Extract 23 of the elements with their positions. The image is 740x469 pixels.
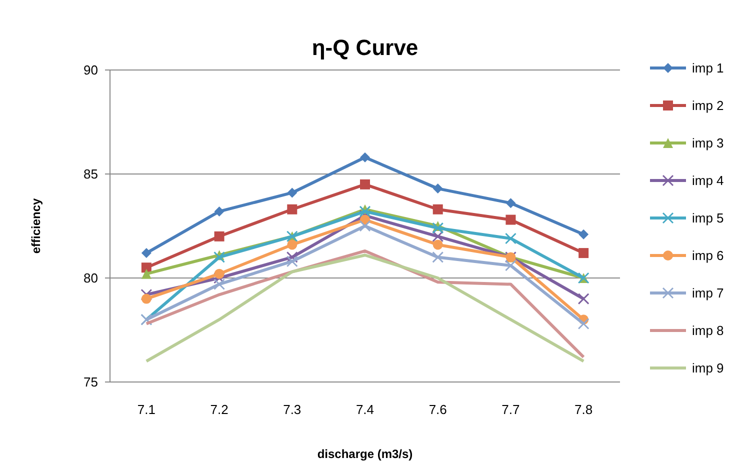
legend-label: imp 1 [692, 60, 724, 76]
chart-title: η-Q Curve [312, 35, 418, 60]
legend-label: imp 8 [692, 323, 724, 338]
x-tick-label: 7.7 [502, 402, 520, 417]
y-tick-label: 90 [84, 62, 98, 78]
legend-label: imp 3 [692, 136, 724, 151]
y-tick-label: 75 [84, 374, 98, 390]
y-tick-label: 85 [84, 166, 98, 182]
x-tick-label: 7.6 [428, 402, 447, 417]
x-tick-label: 7.1 [137, 402, 156, 417]
legend-label: imp 5 [692, 210, 724, 226]
legend-label: imp 7 [692, 286, 724, 301]
x-tick-label: 7.3 [283, 402, 302, 417]
legend-label: imp 2 [692, 98, 724, 114]
x-axis-title: discharge (m3/s) [317, 447, 413, 461]
legend-label: imp 4 [692, 173, 724, 188]
legend-label: imp 9 [692, 360, 724, 376]
y-axis-title: efficiency [29, 198, 43, 254]
x-tick-label: 7.8 [574, 402, 593, 417]
y-tick-label: 80 [84, 270, 98, 286]
x-tick-label: 7.4 [356, 402, 374, 417]
x-tick-label: 7.2 [210, 402, 228, 417]
legend-label: imp 6 [692, 248, 724, 264]
